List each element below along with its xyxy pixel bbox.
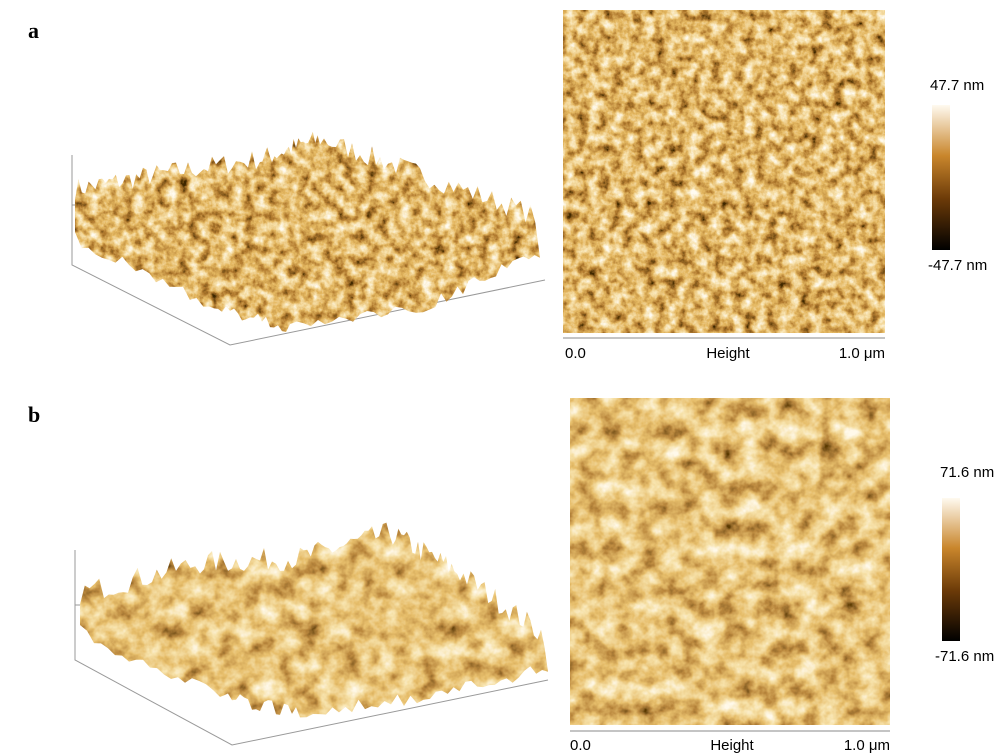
scale-min: -47.7 nm bbox=[928, 257, 987, 274]
panel-label: a bbox=[28, 18, 39, 43]
color-bar bbox=[942, 498, 960, 641]
axis-end: 1.0 μm bbox=[844, 737, 890, 754]
axis-start: 0.0 bbox=[565, 345, 586, 362]
scale-min: -71.6 nm bbox=[935, 648, 994, 665]
panel-label: b bbox=[28, 402, 40, 427]
scale-max: 47.7 nm bbox=[930, 77, 984, 94]
axis-title: Height bbox=[706, 345, 750, 362]
surface-3d bbox=[60, 510, 560, 750]
scale-max: 71.6 nm bbox=[940, 464, 994, 481]
height-map bbox=[563, 10, 885, 333]
color-bar bbox=[932, 105, 950, 250]
figure: a 0.0 Height 1.0 μm 47.7 nm -47.7 nm b 0… bbox=[0, 0, 1000, 754]
axis-title: Height bbox=[710, 737, 754, 754]
height-map bbox=[570, 398, 890, 725]
axis-end: 1.0 μm bbox=[839, 345, 885, 362]
surface-3d bbox=[60, 120, 560, 350]
axis-start: 0.0 bbox=[570, 737, 591, 754]
